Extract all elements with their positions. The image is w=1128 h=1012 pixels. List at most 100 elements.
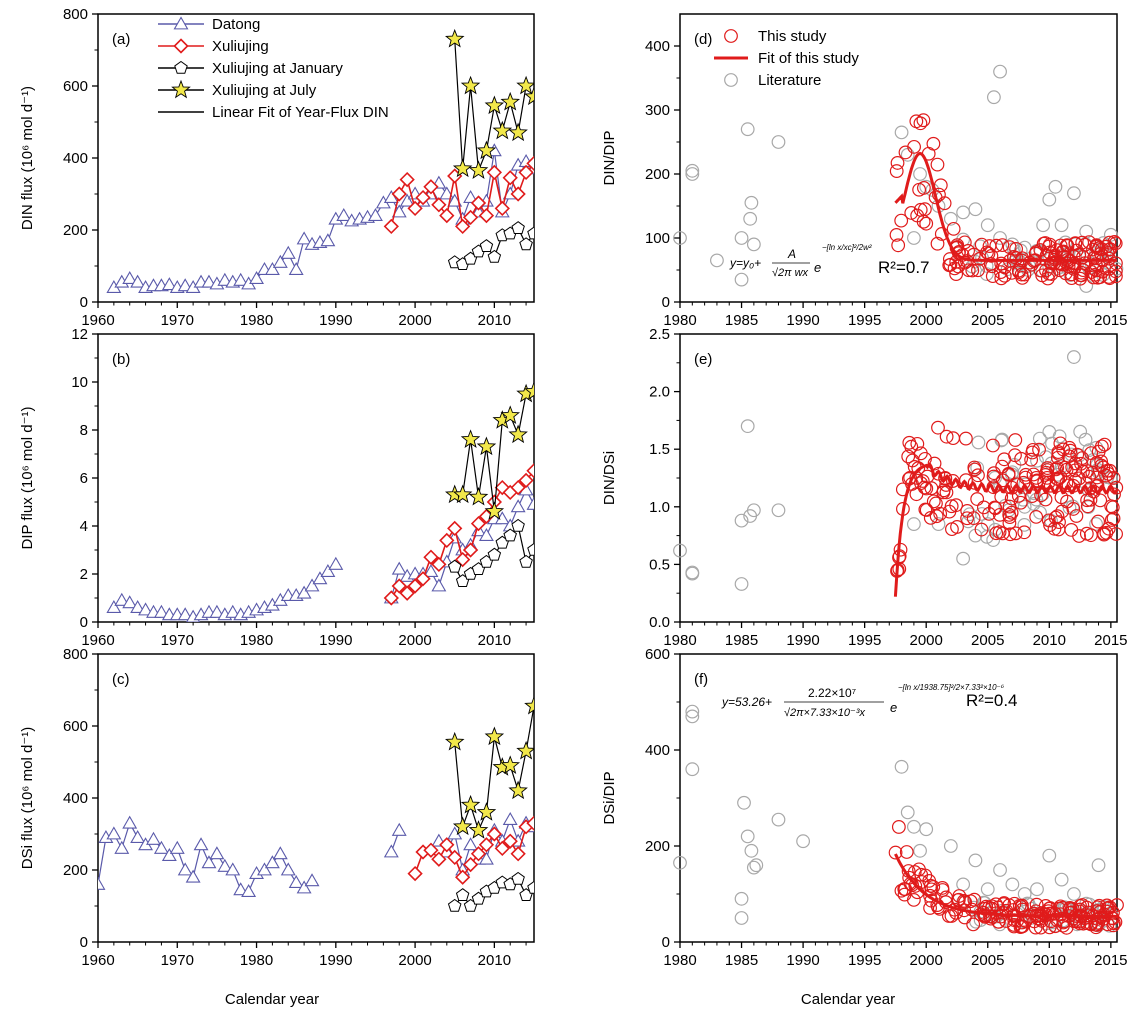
july-point [468, 160, 489, 179]
this-study-point [1078, 256, 1092, 271]
xuliujing-point [447, 849, 463, 866]
this-study-point [1093, 270, 1107, 285]
this-study-point [1004, 505, 1019, 520]
datong-point [399, 193, 415, 207]
datong-point [106, 599, 122, 614]
x-tick-label: 1990 [319, 632, 352, 649]
this-study-point [1080, 499, 1095, 514]
legend-label: Fit of this study [758, 50, 859, 67]
legend-marker [173, 38, 189, 54]
datong-point [296, 585, 312, 599]
this-study-point [1050, 450, 1065, 465]
xuliujing-point [431, 851, 447, 867]
xuliujing-point [407, 578, 423, 594]
january-point [487, 249, 502, 263]
series-xuliujing [383, 463, 534, 606]
literature-point [746, 503, 761, 518]
x-tick-label: 2015 [1094, 952, 1127, 969]
y-tick-label: 6 [80, 470, 88, 487]
literature-point [1103, 227, 1118, 242]
this-study-point [918, 868, 933, 883]
equation-glyph: y=y₀+ [729, 256, 761, 270]
datong-point [177, 278, 193, 292]
literature-point [1067, 887, 1081, 901]
this-study-point [1106, 511, 1121, 526]
this-study-point [939, 429, 954, 444]
this-study-point [978, 908, 993, 923]
this-study-point [1089, 239, 1103, 254]
literature-point [771, 503, 786, 518]
x-tick-label: 2000 [910, 632, 943, 649]
datong-point [98, 876, 106, 890]
this-study-point [894, 213, 909, 228]
datong-point [320, 233, 336, 247]
x-tick-label: 1980 [663, 632, 696, 649]
xuliujing-point [407, 865, 423, 882]
datong-point [272, 254, 288, 268]
xuliujing-point [455, 869, 471, 885]
literature-point [744, 843, 759, 858]
literature-point [740, 122, 755, 137]
y-tick-label: 800 [63, 646, 88, 663]
literature-point [685, 704, 700, 719]
literature-point [1032, 431, 1047, 446]
july-point [452, 816, 473, 836]
fit-curve [893, 462, 1119, 597]
y-tick-label: 2 [80, 566, 88, 583]
literature-point [913, 167, 927, 181]
xuliujing-point [510, 186, 526, 202]
xuliujing-point [486, 826, 502, 842]
xuliujing-point [478, 837, 495, 853]
this-study-point [1043, 518, 1057, 532]
this-study-point [950, 893, 965, 908]
datong-point [328, 556, 344, 570]
xuliujing-point [423, 549, 439, 565]
panel-label: (c) [112, 671, 130, 688]
datong-point [336, 207, 352, 222]
x-tick-label: 2005 [971, 312, 1004, 329]
legend-marker [174, 60, 188, 74]
this-study-point [960, 511, 975, 526]
january-point [511, 221, 525, 234]
this-study-point [1093, 493, 1108, 508]
datong-point [217, 272, 233, 286]
this-study-point [931, 420, 945, 435]
this-study-point [1011, 263, 1026, 278]
this-study-point [966, 917, 981, 932]
y-axis-label: DIN/DSi [601, 451, 618, 505]
datong-point [391, 204, 407, 218]
xuliujing-point [455, 218, 471, 235]
literature-point [749, 858, 764, 873]
datong-point [177, 862, 193, 876]
this-study-point [989, 526, 1004, 541]
this-study-point [1002, 516, 1017, 530]
january-point [519, 237, 533, 251]
this-study-point [1106, 918, 1121, 933]
this-study-point [1062, 440, 1077, 455]
this-study-point [1070, 447, 1085, 462]
panel-d: 0 100 200 300 400 1980 1985 1990 1995 2000 2005 201… [601, 13, 1128, 329]
x-tick-label: 1980 [663, 952, 696, 969]
july-point [508, 780, 528, 800]
series-january [447, 871, 534, 912]
this-study-point [1073, 899, 1087, 913]
this-study-point [1107, 234, 1122, 249]
datong-point [130, 599, 146, 614]
series-july [445, 695, 534, 839]
x-tick-label: 2010 [478, 952, 511, 969]
literature-point [993, 863, 1007, 877]
literature-point [979, 267, 994, 282]
y-tick-label: 800 [63, 6, 88, 23]
july-point [500, 405, 521, 424]
y-tick-label: 12 [71, 326, 88, 343]
datong-point [249, 270, 264, 285]
x-tick-label: 2005 [971, 632, 1004, 649]
this-study-point [918, 502, 933, 517]
y-tick-label: 0 [80, 614, 88, 631]
y-tick-label: 400 [63, 790, 88, 807]
this-study-point [1102, 261, 1117, 276]
this-study-point [897, 882, 912, 896]
july-point [476, 140, 497, 160]
datong-point [312, 571, 328, 585]
this-study-point [892, 562, 907, 576]
